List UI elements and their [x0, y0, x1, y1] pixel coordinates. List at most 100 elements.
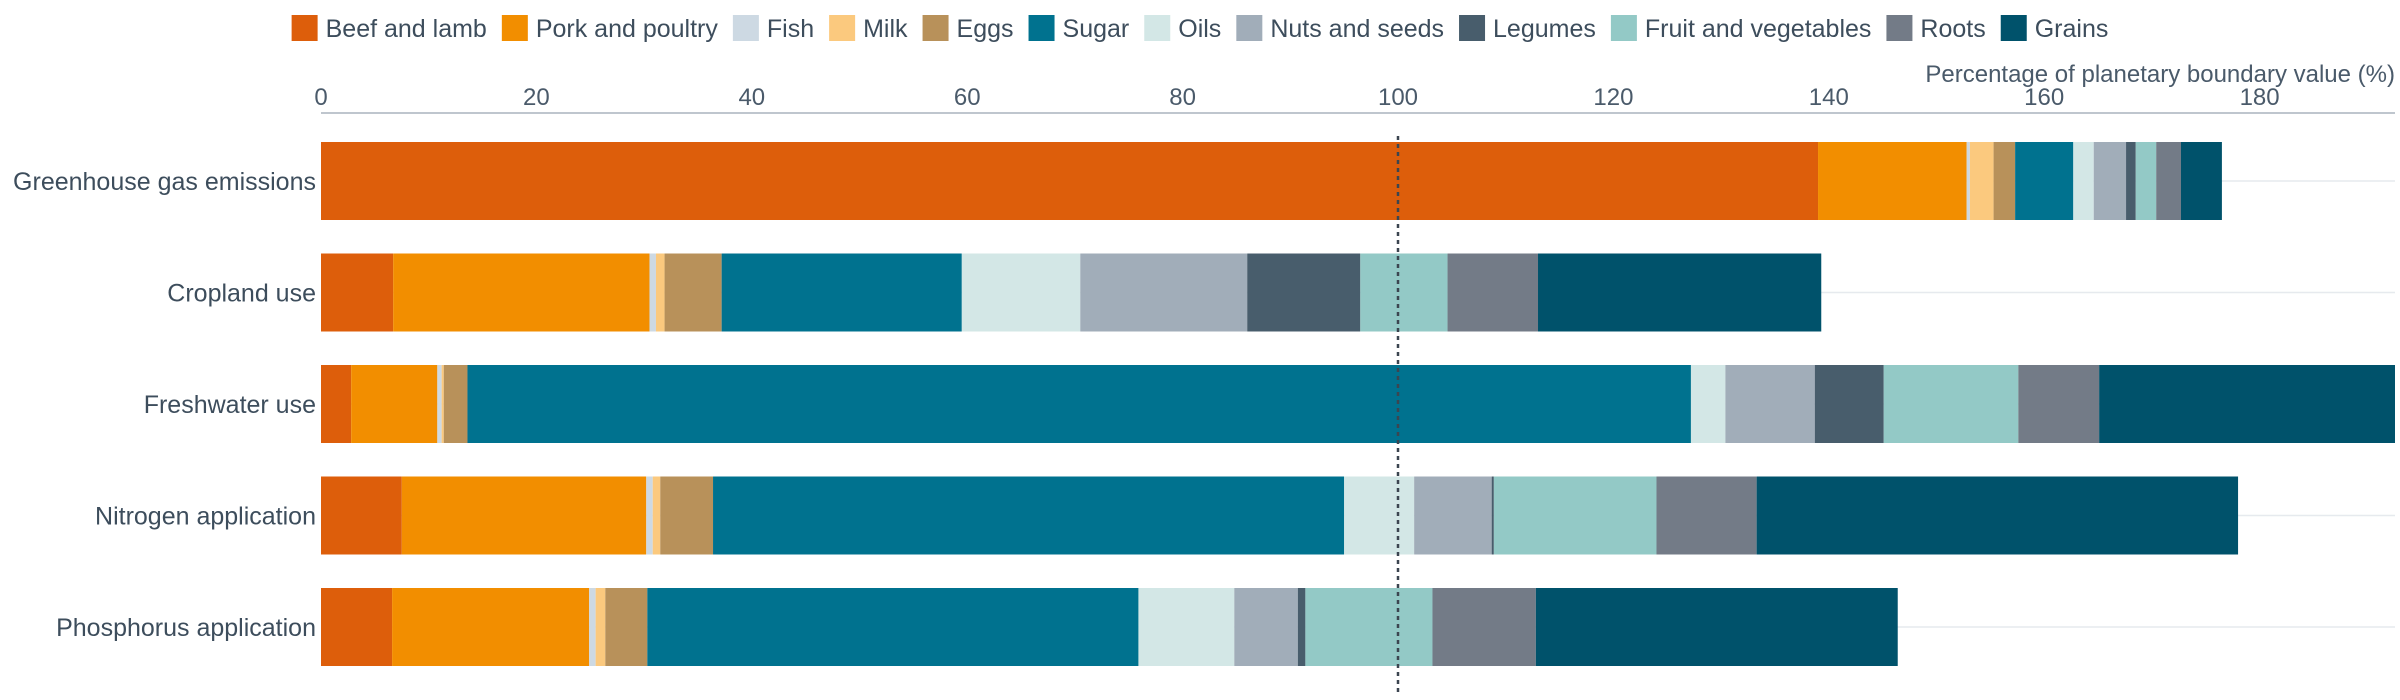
category-label: Greenhouse gas emissions — [13, 168, 316, 196]
bar-segment — [595, 588, 606, 666]
x-tick-label: 180 — [2240, 84, 2280, 111]
bar-segment — [1725, 365, 1815, 443]
bar-segment — [1969, 142, 1994, 220]
legend-swatch — [1610, 15, 1637, 41]
bar-segment — [1080, 253, 1248, 332]
legend-label: Roots — [1920, 15, 1985, 43]
x-tick-label: 120 — [1593, 84, 1633, 111]
bar-segment — [647, 588, 1139, 666]
bar-segment — [649, 253, 656, 332]
bar-segment — [1305, 588, 1433, 666]
category-label: Nitrogen application — [95, 503, 316, 531]
x-tick-label: 100 — [1378, 84, 1418, 111]
legend-label: Nuts and seeds — [1270, 15, 1444, 43]
bar-segment — [1883, 365, 2019, 443]
bar-segment — [321, 476, 402, 555]
bar-segment — [2180, 142, 2222, 220]
bar-segment — [321, 365, 352, 443]
legend-swatch — [1236, 15, 1263, 41]
bar-segment — [441, 365, 444, 443]
bar-segment — [321, 142, 1819, 220]
legend-label: Sugar — [1063, 15, 1130, 43]
bar-segment — [1690, 365, 1726, 443]
bar-segment — [646, 476, 653, 555]
bar-segment — [655, 253, 665, 332]
bar-segment — [321, 253, 394, 332]
bar-segment — [467, 365, 1691, 443]
bar-segment — [1535, 588, 1898, 666]
bar-segment — [1493, 476, 1657, 555]
bar-segment — [664, 253, 722, 332]
bar-segment — [589, 588, 596, 666]
bar-segment — [1360, 253, 1448, 332]
bar-segment — [1818, 142, 1967, 220]
legend-label: Milk — [863, 15, 908, 43]
category-labels: Greenhouse gas emissions Cropland use Fres… — [13, 168, 316, 642]
legend-swatch — [501, 15, 528, 41]
bar-segment — [652, 476, 661, 555]
x-tick-label: 0 — [314, 84, 327, 111]
bar-segment — [1993, 142, 2016, 220]
x-tick-label: 160 — [2024, 84, 2064, 111]
x-tick-label: 80 — [1169, 84, 1196, 111]
x-tick-label: 60 — [954, 84, 981, 111]
bar-segment — [1756, 476, 2239, 555]
legend-swatch — [1144, 15, 1171, 41]
legend-label: Legumes — [1493, 15, 1596, 43]
legend-label: Oils — [1178, 15, 1221, 43]
bar-segment — [1138, 588, 1235, 666]
bar-segment — [393, 253, 650, 332]
bar-segment — [1234, 588, 1298, 666]
legend-label: Beef and lamb — [326, 15, 487, 43]
legend-swatch — [291, 15, 318, 41]
category-label: Phosphorus application — [56, 614, 316, 642]
legend-swatch — [2000, 15, 2027, 41]
x-tick-label: 140 — [1809, 84, 1849, 111]
bar-segment — [2099, 365, 2395, 443]
bar-segment — [1447, 253, 1539, 332]
legend-label: Eggs — [957, 15, 1014, 43]
bar-segment — [392, 588, 590, 666]
bar-segment — [1538, 253, 1822, 332]
bar-segment — [2015, 142, 2074, 220]
x-axis-title: Percentage of planetary boundary value (… — [1925, 61, 2395, 88]
x-tick-label: 40 — [738, 84, 765, 111]
bar-segment — [2093, 142, 2127, 220]
bar-segment — [2018, 365, 2100, 443]
legend-swatch — [732, 15, 759, 41]
bar-segment — [1814, 365, 1884, 443]
legend-swatch — [1886, 15, 1913, 41]
bar-segment — [1966, 142, 1970, 220]
x-tick-label: 20 — [523, 84, 550, 111]
bar-segment — [605, 588, 648, 666]
bar-segment — [1414, 476, 1492, 555]
bar-segment — [437, 365, 442, 443]
bar-segment — [1247, 253, 1361, 332]
legend-swatch — [922, 15, 949, 41]
bar-segment — [443, 365, 468, 443]
bar-segment — [1491, 476, 1494, 555]
bar-segment — [321, 588, 393, 666]
category-label: Cropland use — [167, 280, 316, 308]
bar-segment — [2126, 142, 2136, 220]
legend: Beef and lamb Pork and poultry Fish Milk Egg… — [291, 15, 2108, 43]
legend-label: Pork and poultry — [536, 15, 719, 43]
legend-swatch — [1028, 15, 1055, 41]
bar-segment — [2135, 142, 2157, 220]
bar-segment — [2073, 142, 2094, 220]
category-label: Freshwater use — [144, 391, 316, 419]
legend-label: Fruit and vegetables — [1645, 15, 1872, 43]
bar-segment — [1297, 588, 1306, 666]
bar-segment — [721, 253, 962, 332]
bars — [321, 142, 2395, 666]
legend-swatch — [1459, 15, 1486, 41]
legend-swatch — [829, 15, 856, 41]
bar-segment — [351, 365, 438, 443]
bar-segment — [713, 476, 1345, 555]
bar-segment — [660, 476, 714, 555]
bar-segment — [1432, 588, 1536, 666]
legend-label: Fish — [767, 15, 814, 43]
x-axis: Percentage of planetary boundary value (… — [314, 61, 2395, 114]
bar-segment — [961, 253, 1081, 332]
